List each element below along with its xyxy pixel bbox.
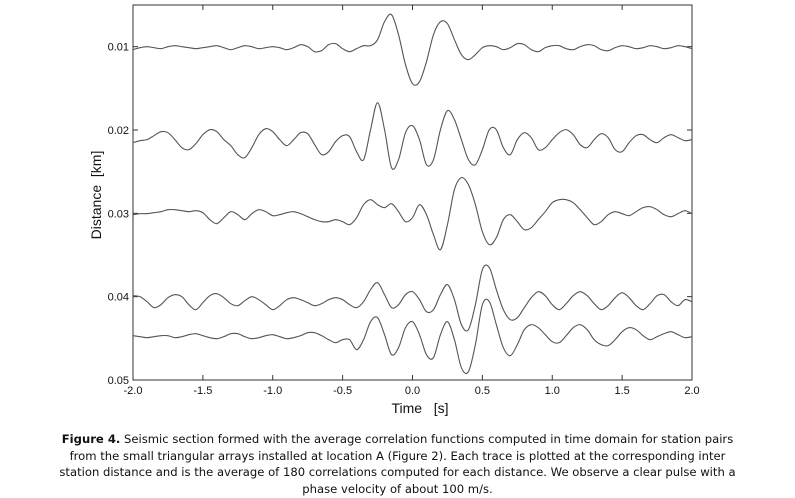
- y-tick-label: 0.02: [108, 125, 129, 137]
- trace: [132, 298, 693, 375]
- x-tick-label: -0.5: [333, 385, 352, 397]
- caption-text: Seismic section formed with the average …: [120, 432, 734, 446]
- trace: [132, 102, 693, 170]
- x-tick-label: -1.5: [193, 385, 212, 397]
- x-axis-label: Time [s]: [391, 400, 448, 416]
- caption-line: phase velocity of about 100 m/s.: [302, 481, 493, 496]
- caption-line: station distance and is the average of 1…: [59, 465, 736, 479]
- y-axis-label: Distance [km]: [88, 151, 104, 240]
- x-tick-label: 1.5: [614, 385, 629, 397]
- x-tick-label: -2.0: [124, 385, 143, 397]
- figure: Time [s] Distance [km] -2.0 -1.5 -1.0 -0.5 0…: [88, 4, 700, 416]
- x-tick-label: -1.0: [263, 385, 282, 397]
- trace: [132, 13, 693, 86]
- y-tick-label: 0.01: [108, 42, 129, 54]
- trace: [132, 176, 693, 251]
- caption: Figure 4. Seismic section formed with th…: [0, 431, 795, 497]
- caption-line: Figure 4. Seismic section formed with th…: [0, 431, 795, 448]
- plot-frame: [132, 4, 693, 381]
- caption-label: Figure 4.: [61, 432, 121, 446]
- y-tick-label: 0.03: [108, 208, 129, 220]
- x-tick-label: 1.0: [545, 385, 560, 397]
- y-tick-label: 0.04: [108, 292, 129, 304]
- x-tick-label: 2.0: [684, 385, 699, 397]
- caption-line: from the small triangular arrays install…: [69, 448, 726, 463]
- y-tick-label: 0.05: [108, 375, 129, 387]
- trace: [132, 264, 693, 332]
- x-tick-label: 0.0: [405, 385, 420, 397]
- x-tick-label: 0.5: [475, 385, 490, 397]
